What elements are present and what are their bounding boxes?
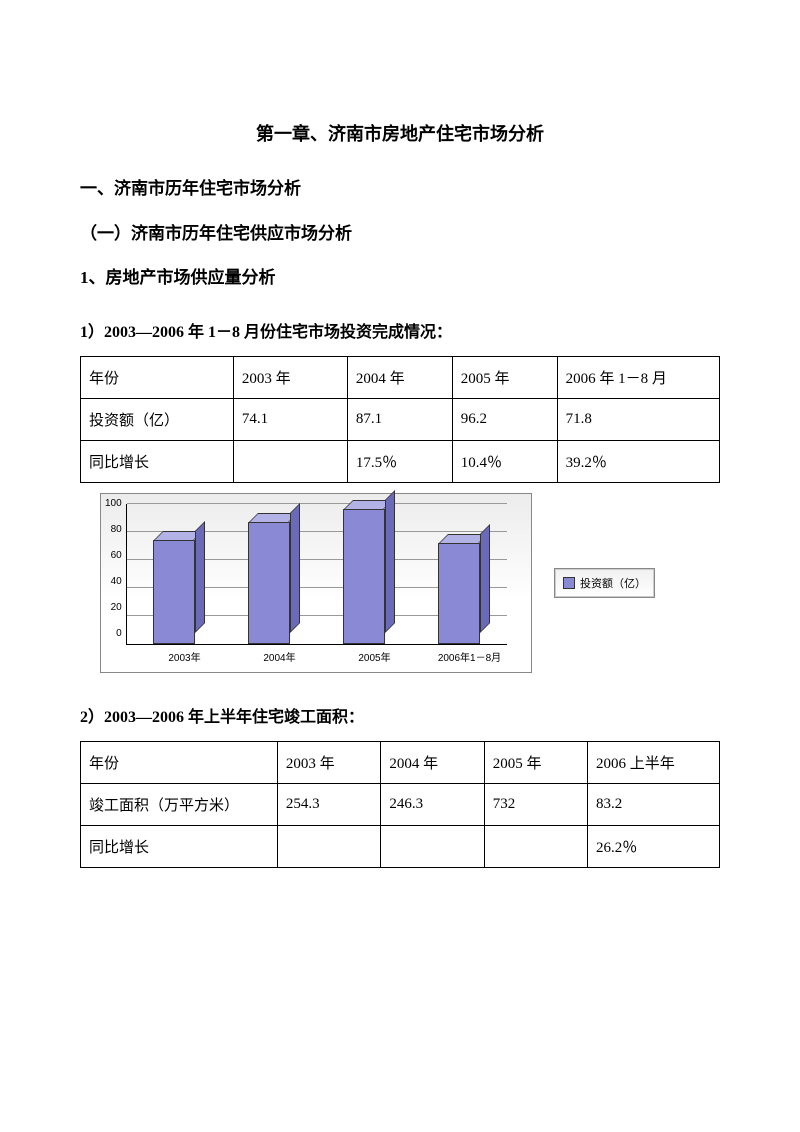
chart-y-axis: 100 80 60 40 20 0 [105,504,126,644]
legend-label: 投资额（亿） [580,575,646,591]
table-cell: 2003 年 [233,356,347,398]
table-cell: 年份 [81,741,278,783]
table-row: 同比增长 17.5％ 10.4％ 39.2％ [81,440,720,482]
table-cell: 17.5％ [347,440,452,482]
table-cell: 71.8 [557,398,719,440]
table-cell [484,825,587,867]
table-cell: 2003 年 [277,741,380,783]
legend-swatch-icon [563,577,575,589]
table-cell [381,825,484,867]
table-cell: 2006 年 1－8 月 [557,356,719,398]
table-row: 年份 2003 年 2004 年 2005 年 2006 年 1－8 月 [81,356,720,398]
table-row: 竣工面积（万平方米） 254.3 246.3 732 83.2 [81,783,720,825]
chart-gridline [127,503,507,504]
table-cell: 竣工面积（万平方米） [81,783,278,825]
table-cell: 96.2 [452,398,557,440]
table-row: 投资额（亿） 74.1 87.1 96.2 71.8 [81,398,720,440]
table-cell: 年份 [81,356,234,398]
table-cell: 投资额（亿） [81,398,234,440]
x-tick: 2005年 [327,649,422,664]
y-tick: 80 [105,525,122,535]
table-cell: 10.4％ [452,440,557,482]
heading-level-2: （一）济南市历年住宅供应市场分析 [80,219,720,250]
x-tick: 2006年1－8月 [422,649,517,664]
document-page: 第一章、济南市房地产住宅市场分析 一、济南市历年住宅市场分析 （一）济南市历年住… [0,0,800,958]
table-cell: 732 [484,783,587,825]
table-cell: 同比增长 [81,440,234,482]
chart-legend: 投资额（亿） [554,568,655,598]
table-cell: 74.1 [233,398,347,440]
x-tick: 2003年 [137,649,232,664]
chart-plot-area: 100 80 60 40 20 0 2003年 2004年 2005年 2006… [100,493,532,673]
table-cell: 83.2 [587,783,719,825]
chart-x-axis: 2003年 2004年 2005年 2006年1－8月 [137,645,517,672]
investment-bar-chart: 100 80 60 40 20 0 2003年 2004年 2005年 2006… [100,493,720,673]
chart-bar [153,540,195,644]
table-cell: 2005 年 [484,741,587,783]
page-title: 第一章、济南市房地产住宅市场分析 [80,120,720,146]
completion-area-table: 年份 2003 年 2004 年 2005 年 2006 上半年 竣工面积（万平… [80,741,720,868]
chart-bar [248,522,290,644]
heading-level-1: 一、济南市历年住宅市场分析 [80,174,720,205]
y-tick: 20 [105,603,122,613]
table-cell [277,825,380,867]
section1-heading: 1）2003—2006 年 1－8 月份住宅市场投资完成情况： [80,318,720,342]
chart-bar [343,509,385,644]
chart-bars-container [126,504,507,645]
table-cell: 2006 上半年 [587,741,719,783]
section2-heading: 2）2003—2006 年上半年住宅竣工面积： [80,703,720,727]
table-row: 同比增长 26.2％ [81,825,720,867]
heading-level-3: 1、房地产市场供应量分析 [80,263,720,294]
y-tick: 60 [105,551,122,561]
table-cell: 87.1 [347,398,452,440]
table-cell: 254.3 [277,783,380,825]
table-cell: 同比增长 [81,825,278,867]
y-tick: 40 [105,577,122,587]
y-tick: 0 [105,629,122,639]
table-cell: 39.2％ [557,440,719,482]
table-cell: 2005 年 [452,356,557,398]
table-row: 年份 2003 年 2004 年 2005 年 2006 上半年 [81,741,720,783]
table-cell: 246.3 [381,783,484,825]
table-cell [233,440,347,482]
chart-bar [438,543,480,644]
x-tick: 2004年 [232,649,327,664]
y-tick: 100 [105,499,122,509]
table-cell: 26.2％ [587,825,719,867]
investment-table: 年份 2003 年 2004 年 2005 年 2006 年 1－8 月 投资额… [80,356,720,483]
table-cell: 2004 年 [381,741,484,783]
table-cell: 2004 年 [347,356,452,398]
